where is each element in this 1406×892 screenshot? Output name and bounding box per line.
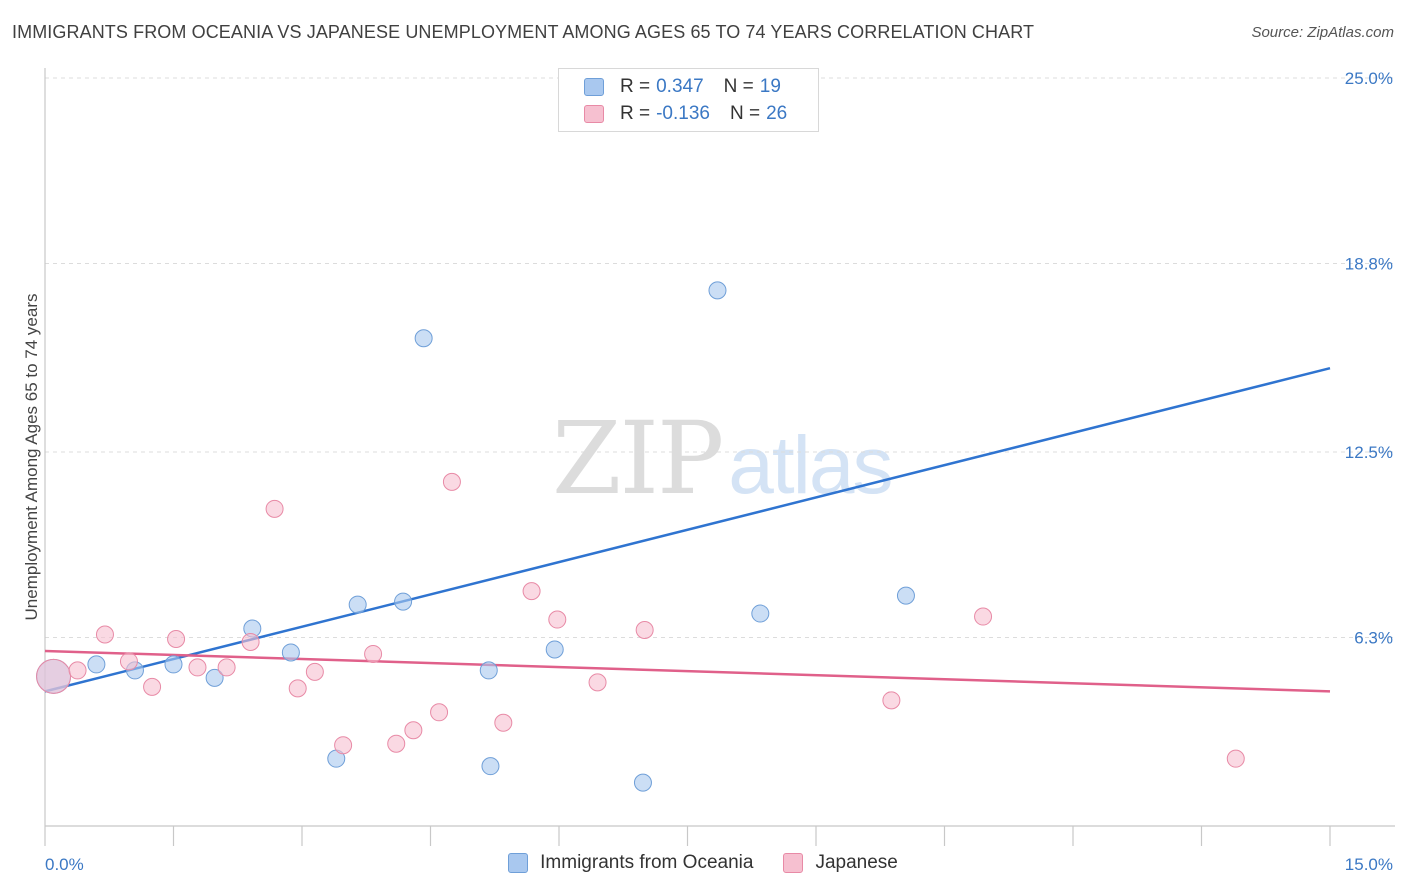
legend-n-label: N = bbox=[729, 103, 761, 124]
legend-swatch-japanese bbox=[584, 105, 604, 123]
legend-r-value: -0.136 bbox=[656, 103, 710, 124]
legend-r-label: R = bbox=[620, 103, 651, 124]
legend-swatch-oceania bbox=[584, 78, 604, 96]
oceania-point bbox=[751, 604, 770, 623]
watermark-atlas: atlas bbox=[728, 420, 893, 511]
legend-n-value: 19 bbox=[759, 76, 781, 97]
oceania-point bbox=[281, 643, 300, 662]
y-tick-label: 25.0% bbox=[1345, 69, 1393, 88]
watermark: ZIPatlas bbox=[552, 400, 894, 517]
japanese-point bbox=[882, 691, 901, 710]
series-swatch-japanese bbox=[783, 853, 804, 873]
oceania-point bbox=[414, 329, 433, 348]
japanese-point bbox=[1226, 749, 1245, 768]
y-tick-label: 18.8% bbox=[1345, 254, 1393, 273]
oceania-point bbox=[633, 773, 652, 792]
oceania-point bbox=[481, 757, 500, 776]
legend-n-value: 26 bbox=[766, 103, 788, 124]
japanese-point bbox=[588, 673, 607, 692]
series-swatch-oceania bbox=[508, 853, 529, 873]
japanese-point bbox=[522, 582, 541, 601]
japanese-point bbox=[404, 721, 423, 740]
tick-labels: 6.3% 12.5% 18.8% 25.0% 0.0% 15.0% bbox=[45, 69, 1393, 874]
gridlines bbox=[45, 77, 1395, 638]
series-label-japanese: Japanese bbox=[815, 852, 898, 873]
japanese-point bbox=[494, 713, 513, 732]
japanese-point bbox=[36, 658, 72, 694]
oceania-point bbox=[164, 655, 183, 674]
oceania-point bbox=[87, 655, 106, 674]
watermark-zip: ZIP bbox=[552, 400, 724, 517]
legend-r-value: 0.347 bbox=[656, 76, 704, 97]
legend-r-label: R = bbox=[620, 76, 651, 97]
japanese-point bbox=[442, 472, 461, 491]
trend-lines bbox=[44, 366, 1331, 693]
japanese-point bbox=[334, 736, 353, 755]
oceania-point bbox=[708, 281, 727, 300]
japanese-point bbox=[119, 652, 138, 671]
axes bbox=[44, 68, 1395, 846]
y-tick-label: 12.5% bbox=[1345, 443, 1393, 462]
japanese-point bbox=[364, 644, 383, 663]
japanese-point bbox=[143, 677, 162, 696]
japanese-point bbox=[217, 658, 236, 677]
x-tick-label: 0.0% bbox=[45, 855, 84, 874]
japanese-point bbox=[95, 625, 114, 644]
source-credit: Source: ZipAtlas.com bbox=[1251, 24, 1394, 41]
japanese-point bbox=[387, 734, 406, 753]
japanese-point bbox=[167, 629, 186, 648]
chart-title: IMMIGRANTS FROM OCEANIA VS JAPANESE UNEM… bbox=[12, 22, 1035, 42]
oceania-point bbox=[205, 668, 224, 687]
oceania-trend-line bbox=[44, 366, 1331, 693]
y-axis-label: Unemployment Among Ages 65 to 74 years bbox=[22, 294, 41, 621]
japanese-point bbox=[548, 610, 567, 629]
series-legend: Immigrants from Oceania Japanese bbox=[0, 852, 1406, 874]
series-legend-japanese[interactable]: Japanese bbox=[783, 852, 898, 874]
japanese-point bbox=[974, 607, 993, 626]
y-tick-label: 6.3% bbox=[1354, 628, 1393, 647]
japanese-point bbox=[241, 632, 260, 651]
series-label-oceania: Immigrants from Oceania bbox=[540, 852, 754, 873]
japanese-point bbox=[430, 703, 449, 722]
oceania-point bbox=[394, 592, 413, 611]
japanese-point bbox=[635, 621, 654, 640]
data-points bbox=[36, 68, 1245, 792]
correlation-legend: R = 0.347 N = 19 R = -0.136 N = 26 bbox=[558, 68, 819, 132]
series-legend-oceania[interactable]: Immigrants from Oceania bbox=[508, 852, 753, 874]
legend-row-oceania: R = 0.347 N = 19 bbox=[584, 74, 781, 100]
legend-row-japanese: R = -0.136 N = 26 bbox=[584, 101, 787, 127]
legend-n-label: N = bbox=[723, 76, 754, 97]
japanese-point bbox=[288, 679, 307, 698]
x-tick-label: 15.0% bbox=[1345, 855, 1393, 874]
oceania-point bbox=[896, 586, 915, 605]
oceania-point bbox=[479, 661, 498, 680]
japanese-point bbox=[305, 662, 324, 681]
japanese-point bbox=[265, 499, 284, 518]
japanese-point bbox=[68, 661, 87, 680]
oceania-point bbox=[348, 595, 367, 614]
oceania-point bbox=[545, 640, 564, 659]
japanese-trend-line bbox=[44, 649, 1331, 693]
japanese-point bbox=[188, 658, 207, 677]
